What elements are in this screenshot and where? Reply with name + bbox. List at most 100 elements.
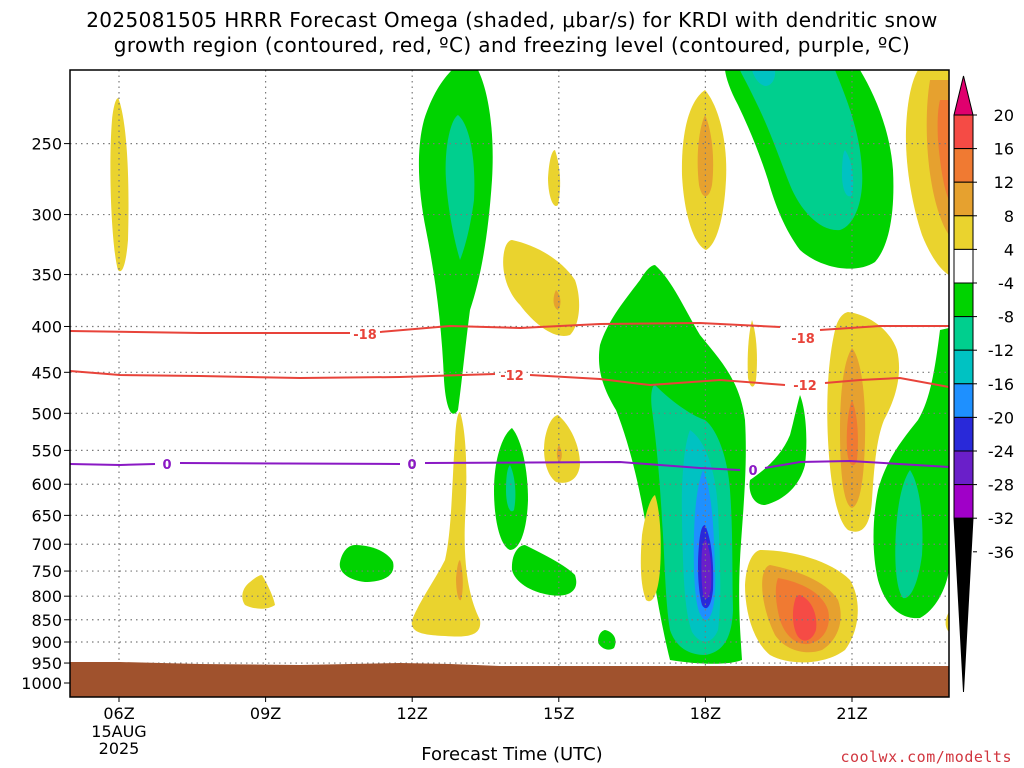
- y-tick-label: 500: [31, 404, 62, 423]
- x-tick-label: 06Z: [103, 704, 134, 723]
- colorbar-label: -12: [988, 341, 1014, 360]
- x-axis-title: Forecast Time (UTC): [421, 744, 603, 765]
- colorbar-label: -8: [998, 308, 1014, 327]
- y-tick-label: 550: [31, 441, 62, 460]
- chart-title: 2025081505 HRRR Forecast Omega (shaded, …: [0, 8, 1024, 58]
- x-tick-label: 15Z: [543, 704, 574, 723]
- y-tick-label: 300: [31, 206, 62, 225]
- title-line-1: 2025081505 HRRR Forecast Omega (shaded, …: [86, 8, 938, 32]
- colorbar-segment: [953, 450, 974, 486]
- colorbar-label: -28: [988, 476, 1014, 495]
- colorbar-segment: [953, 316, 974, 351]
- contour-minus12: [70, 370, 949, 388]
- colorbar-label: 8: [1004, 207, 1014, 226]
- y-axis: 250 300 350 400 450 500 550 600 650 700 750 800 850 9…: [21, 135, 70, 693]
- colorbar-label: -20: [988, 408, 1014, 427]
- omega-area-14z-mid-core: [506, 465, 516, 512]
- colorbar-segment: [953, 181, 974, 217]
- omega-area-11z-low: [339, 545, 394, 582]
- y-tick-label: 600: [31, 475, 62, 494]
- omega-area-22z-edge: [945, 612, 949, 632]
- omega-area-15z-upper: [548, 150, 561, 206]
- x-tick-label: 12Z: [397, 704, 428, 723]
- colorbar-segment: [953, 215, 974, 250]
- colorbar-label: 16: [994, 140, 1014, 159]
- x-tick-label: 09Z: [250, 704, 281, 723]
- colorbar-segment: [953, 349, 974, 385]
- omega-area-13z-lower: [411, 412, 481, 637]
- colorbar-segment: [953, 114, 974, 150]
- colorbar-label: 4: [1004, 240, 1014, 259]
- contour-label-minus18-a: -18: [353, 328, 377, 343]
- contour-label-minus12-b: -12: [793, 379, 817, 394]
- contour-minus18: [70, 321, 949, 334]
- omega-area-15z-mid-core: [556, 445, 562, 462]
- y-tick-label: 700: [31, 535, 62, 554]
- y-tick-label: 400: [31, 317, 62, 336]
- contour-label-minus18-b: -18: [791, 332, 815, 347]
- omega-area-14z-350: [503, 240, 580, 336]
- title-line-2: growth region (contoured, red, ºC) and f…: [113, 33, 911, 57]
- omega-area-19z-thin: [747, 320, 757, 387]
- omega-area-17z-low: [640, 495, 661, 602]
- y-tick-label: 750: [31, 562, 62, 581]
- y-tick-label: 450: [31, 363, 62, 382]
- omega-area-16z-low: [598, 630, 616, 650]
- colorbar-label: -16: [988, 375, 1014, 394]
- omega-area-18z-upper-core: [697, 115, 714, 197]
- colorbar-label: -32: [988, 509, 1014, 528]
- omega-area-22z-lower-core: [895, 470, 923, 599]
- omega-shading: [110, 70, 949, 664]
- x-tick-label: 18Z: [690, 704, 721, 723]
- colorbar-arrow-bottom: [953, 517, 974, 693]
- omega-area-19z-mid: [749, 395, 807, 505]
- omega-area-20z-low-core: [792, 595, 817, 641]
- colorbar-segment: [953, 416, 974, 452]
- omega-area-09z-low: [242, 575, 275, 609]
- y-tick-label: 1000: [21, 674, 62, 693]
- y-tick-label: 850: [31, 611, 62, 630]
- y-tick-label: 800: [31, 587, 62, 606]
- colorbar: 20 16 12 8 4 -4 -8 -12 -16 -20 -24 -28 -32 -36: [953, 75, 1014, 693]
- colorbar-label: 20: [994, 106, 1014, 125]
- omega-area-20z-upper-core: [740, 70, 863, 231]
- colorbar-label: -4: [998, 274, 1014, 293]
- contour-label-zero-a: 0: [162, 458, 171, 473]
- contour-zero: [70, 459, 949, 471]
- colorbar-segment: [953, 282, 974, 318]
- omega-area-14z-350-core: [553, 290, 561, 310]
- plot-area: -18 -18 -12 -12 0 0 0: [70, 70, 949, 697]
- colorbar-segment: [953, 248, 974, 284]
- colorbar-label: 12: [994, 173, 1014, 192]
- colorbar-label: -36: [988, 543, 1014, 562]
- date-label-day: 15AUG: [91, 722, 146, 741]
- omega-area-13z-lower-core: [456, 560, 463, 601]
- omega-area-06z-upper: [110, 98, 129, 272]
- colorbar-segment: [953, 148, 974, 183]
- omega-area-21z-column-inner: [846, 400, 858, 466]
- omega-area-13z-plume-core: [445, 115, 475, 260]
- contour-label-zero-b: 0: [407, 458, 416, 473]
- colorbar-segment: [953, 484, 974, 519]
- omega-area-15z-low: [511, 545, 577, 596]
- colorbar-arrow-top: [953, 75, 974, 116]
- omega-area-18z-plume-purple: [701, 540, 712, 599]
- ground-surface: [70, 662, 949, 697]
- contour-label-minus12-a: -12: [500, 369, 524, 384]
- date-label-year: 2025: [99, 739, 140, 758]
- omega-area-15z-mid: [544, 415, 580, 483]
- y-tick-label: 900: [31, 633, 62, 652]
- omega-area-22z-upper-inner: [937, 100, 949, 200]
- contour-label-zero-c: 0: [748, 464, 757, 479]
- y-tick-label: 950: [31, 654, 62, 673]
- colorbar-label: -24: [988, 442, 1014, 461]
- source-credit: coolwx.com/modelts: [840, 748, 1012, 766]
- omega-area-21z-upper-inner: [842, 150, 854, 197]
- colorbar-segment: [953, 383, 974, 418]
- y-tick-label: 350: [31, 266, 62, 285]
- omega-area-20z-upper-inner: [752, 70, 776, 86]
- y-tick-label: 650: [31, 506, 62, 525]
- plot-frame: [69, 69, 950, 698]
- x-axis: 06Z 09Z 12Z 15Z 18Z 21Z: [103, 697, 868, 723]
